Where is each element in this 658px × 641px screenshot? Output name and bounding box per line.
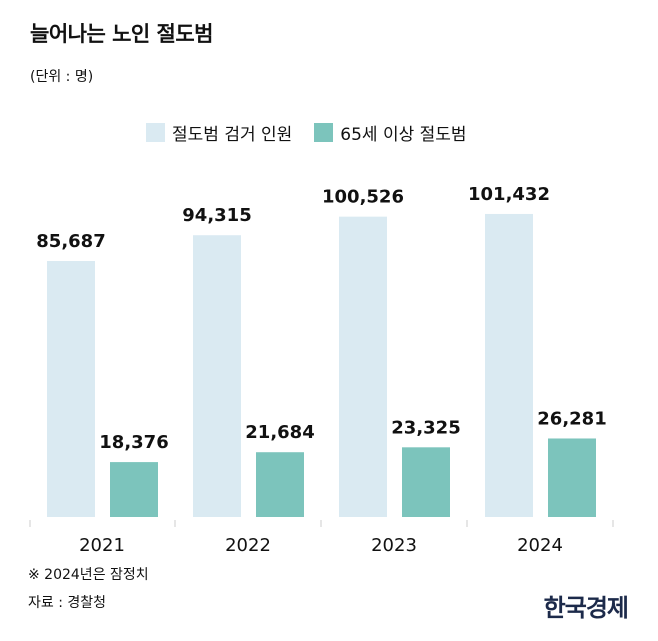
legend-label-arrests: 절도범 검거 인원 (172, 125, 293, 145)
data-label: 21,684 (245, 422, 314, 443)
brand-logo: 한국경제 (543, 593, 629, 622)
data-label: 85,687 (36, 231, 105, 252)
x-tick-label: 2022 (225, 535, 271, 556)
chart-title: 늘어나는 노인 절도범 (30, 22, 214, 46)
legend: 절도범 검거 인원 65세 이상 절도범 (146, 120, 489, 145)
data-label: 26,281 (537, 408, 606, 429)
data-label: 18,376 (99, 432, 168, 453)
bar-elderly-2024 (548, 438, 596, 517)
data-label: 23,325 (391, 417, 460, 438)
data-label: 101,432 (468, 184, 550, 205)
legend-label-elderly: 65세 이상 절도범 (340, 125, 467, 145)
bar-arrests-2024 (485, 213, 533, 517)
bar-arrests-2023 (339, 216, 387, 517)
legend-swatch-arrests (146, 123, 165, 142)
unit-label: (단위 : 명) (30, 69, 94, 85)
bar-elderly-2021 (110, 462, 158, 517)
legend-item-arrests: 절도범 검거 인원 (146, 120, 292, 145)
bar-elderly-2023 (402, 447, 450, 517)
x-tick-label: 2024 (517, 535, 563, 556)
bar-arrests-2021 (47, 261, 95, 517)
footnote: ※ 2024년은 잠정치 (28, 567, 149, 583)
x-tick-label: 2023 (371, 535, 417, 556)
legend-item-elderly: 65세 이상 절도범 (314, 120, 467, 145)
source: 자료 : 경찰청 (28, 595, 107, 611)
x-tick-label: 2021 (79, 535, 125, 556)
data-label: 94,315 (182, 205, 251, 226)
bar-elderly-2022 (256, 452, 304, 517)
legend-swatch-elderly (314, 123, 334, 142)
data-label: 100,526 (322, 187, 404, 208)
bar-arrests-2022 (193, 235, 241, 517)
